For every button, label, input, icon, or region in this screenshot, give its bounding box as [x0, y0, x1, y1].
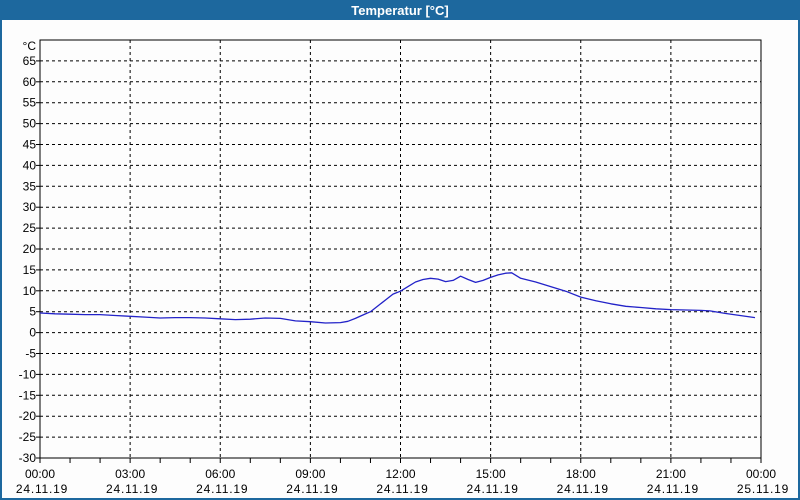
x-tick-time-label: 06:00 [205, 467, 235, 481]
y-tick-label: -20 [19, 409, 37, 423]
y-tick-label: -10 [19, 367, 37, 381]
temperature-chart: °C65605550454035302520151050-5-10-15-20-… [16, 39, 789, 496]
y-axis-labels: °C65605550454035302520151050-5-10-15-20-… [19, 39, 37, 465]
x-tick-date-label: 24.11.19 [557, 482, 609, 496]
x-tick-date-label: 25.11.19 [737, 482, 789, 496]
x-tick-date-label: 24.11.19 [106, 482, 158, 496]
x-tick-time-label: 18:00 [566, 467, 596, 481]
grid-lines [40, 40, 761, 458]
y-tick-label: 15 [23, 263, 37, 277]
window-titlebar[interactable]: Temperatur [°C] [2, 2, 798, 20]
y-tick-label: 55 [23, 96, 37, 110]
y-tick-label: 20 [23, 242, 37, 256]
y-tick-label: 35 [23, 179, 37, 193]
x-tick-date-label: 24.11.19 [196, 482, 248, 496]
x-tick-time-label: 15:00 [476, 467, 506, 481]
chart-content: °C 65 60 55 50 45 40 35 30 25 20 15 10 5 0 -5 -10 -15 -20-… [2, 20, 798, 498]
x-tick-time-label: 21:00 [656, 467, 686, 481]
x-tick-date-label: 24.11.19 [467, 482, 519, 496]
window-title: Temperatur [°C] [351, 3, 449, 18]
x-axis-labels: 00:0024.11.1903:0024.11.1906:0024.11.190… [16, 467, 789, 496]
y-tick-label: 50 [23, 117, 37, 131]
x-tick-date-label: 24.11.19 [376, 482, 428, 496]
y-tick-label: -5 [25, 347, 36, 361]
temperature-series-line [39, 272, 756, 324]
y-tick-label: 0 [29, 326, 36, 340]
y-tick-label: 45 [23, 138, 37, 152]
x-tick-date-label: 24.11.19 [286, 482, 338, 496]
y-tick-label: 25 [23, 221, 37, 235]
x-tick-time-label: 03:00 [115, 467, 145, 481]
y-tick-label: -25 [19, 430, 37, 444]
y-tick-label: -30 [19, 451, 37, 465]
x-tick-time-label: 12:00 [385, 467, 415, 481]
x-tick-time-label: 00:00 [746, 467, 776, 481]
x-tick-date-label: 24.11.19 [647, 482, 699, 496]
y-tick-label: 5 [29, 305, 36, 319]
y-axis-unit-label: °C [23, 39, 37, 53]
y-tick-label: -15 [19, 388, 37, 402]
y-tick-label: 40 [23, 158, 37, 172]
y-tick-label: 65 [23, 54, 37, 68]
y-tick-label: 10 [23, 284, 37, 298]
y-tick-label: 30 [23, 200, 37, 214]
y-tick-label: 60 [23, 75, 37, 89]
x-tick-time-label: 00:00 [25, 467, 55, 481]
x-tick-time-label: 09:00 [295, 467, 325, 481]
x-tick-date-label: 24.11.19 [16, 482, 68, 496]
axis-ticks [36, 60, 762, 463]
